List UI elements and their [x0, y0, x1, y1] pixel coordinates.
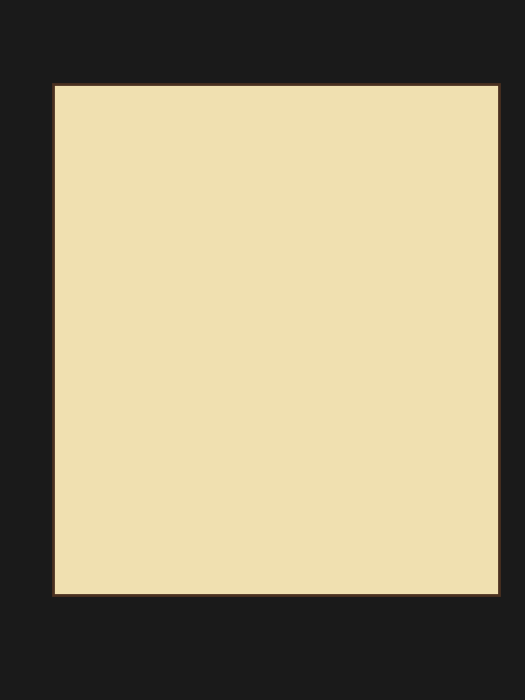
Text: value of the current and voltage on the sketch.: value of the current and voltage on the …: [58, 253, 360, 266]
Text: each resistor, and determine the voltage dropped across: each resistor, and determine the voltage…: [58, 180, 422, 193]
Text: Level II: Circuits: Level II: Circuits: [191, 105, 360, 123]
Text: +: +: [256, 436, 265, 446]
Text: 2Ω: 2Ω: [293, 555, 313, 568]
Text: 6V: 6V: [373, 417, 391, 430]
Text: −: −: [256, 510, 265, 519]
Text: 4Ω: 4Ω: [214, 368, 234, 381]
Text: −: −: [341, 380, 351, 390]
Text: 3V: 3V: [215, 473, 234, 486]
Text: +: +: [341, 454, 351, 463]
Text: −: −: [148, 454, 158, 463]
Text: 12V: 12V: [92, 417, 118, 430]
Text: 5Ω: 5Ω: [186, 279, 205, 292]
Text: Use Kirchhoff’s laws to determine the current through: Use Kirchhoff’s laws to determine the cu…: [58, 144, 411, 157]
Text: each resistor. Assess by checking your answers. Put the: each resistor. Assess by checking your a…: [58, 216, 418, 230]
Text: +: +: [148, 380, 158, 390]
